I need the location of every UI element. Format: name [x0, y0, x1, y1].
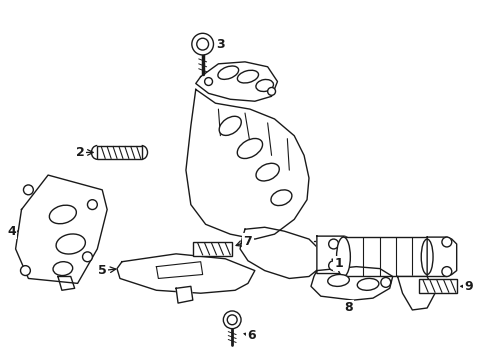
- Ellipse shape: [237, 139, 263, 158]
- Ellipse shape: [219, 116, 241, 135]
- Ellipse shape: [218, 66, 239, 79]
- Text: 1: 1: [334, 257, 343, 270]
- Circle shape: [268, 87, 275, 95]
- Polygon shape: [317, 236, 346, 274]
- Ellipse shape: [357, 278, 379, 290]
- Text: 6: 6: [247, 329, 256, 342]
- Circle shape: [329, 239, 339, 249]
- Ellipse shape: [328, 274, 349, 287]
- Ellipse shape: [237, 70, 259, 83]
- Polygon shape: [156, 262, 203, 278]
- Ellipse shape: [256, 80, 273, 91]
- Ellipse shape: [49, 205, 76, 224]
- Circle shape: [223, 311, 241, 329]
- Circle shape: [197, 38, 209, 50]
- Circle shape: [381, 278, 391, 287]
- Bar: [98, 145, 142, 159]
- Polygon shape: [311, 267, 392, 300]
- Circle shape: [88, 200, 98, 210]
- Polygon shape: [196, 62, 277, 101]
- Ellipse shape: [53, 262, 73, 275]
- Polygon shape: [117, 254, 255, 293]
- Ellipse shape: [337, 237, 350, 276]
- Ellipse shape: [271, 190, 292, 206]
- Circle shape: [329, 261, 339, 271]
- Bar: [419, 279, 457, 293]
- Polygon shape: [186, 89, 309, 239]
- Ellipse shape: [256, 163, 279, 181]
- Bar: [193, 242, 232, 256]
- Polygon shape: [16, 175, 107, 283]
- Text: 8: 8: [344, 301, 353, 315]
- Text: 5: 5: [98, 264, 107, 277]
- Circle shape: [442, 267, 452, 276]
- Circle shape: [227, 315, 237, 325]
- Polygon shape: [240, 227, 321, 278]
- Circle shape: [24, 185, 33, 195]
- Polygon shape: [343, 237, 427, 276]
- Text: 7: 7: [244, 235, 252, 248]
- Polygon shape: [427, 237, 457, 276]
- Circle shape: [192, 33, 214, 55]
- Text: 9: 9: [464, 280, 473, 293]
- Text: 2: 2: [76, 146, 85, 159]
- Polygon shape: [58, 276, 74, 290]
- Ellipse shape: [56, 234, 85, 254]
- Circle shape: [205, 78, 213, 85]
- Ellipse shape: [421, 239, 433, 275]
- Polygon shape: [397, 276, 435, 310]
- Circle shape: [442, 237, 452, 247]
- Text: 3: 3: [216, 38, 225, 51]
- Polygon shape: [176, 286, 193, 303]
- Text: 4: 4: [7, 225, 16, 238]
- Circle shape: [82, 252, 93, 262]
- Circle shape: [21, 266, 30, 275]
